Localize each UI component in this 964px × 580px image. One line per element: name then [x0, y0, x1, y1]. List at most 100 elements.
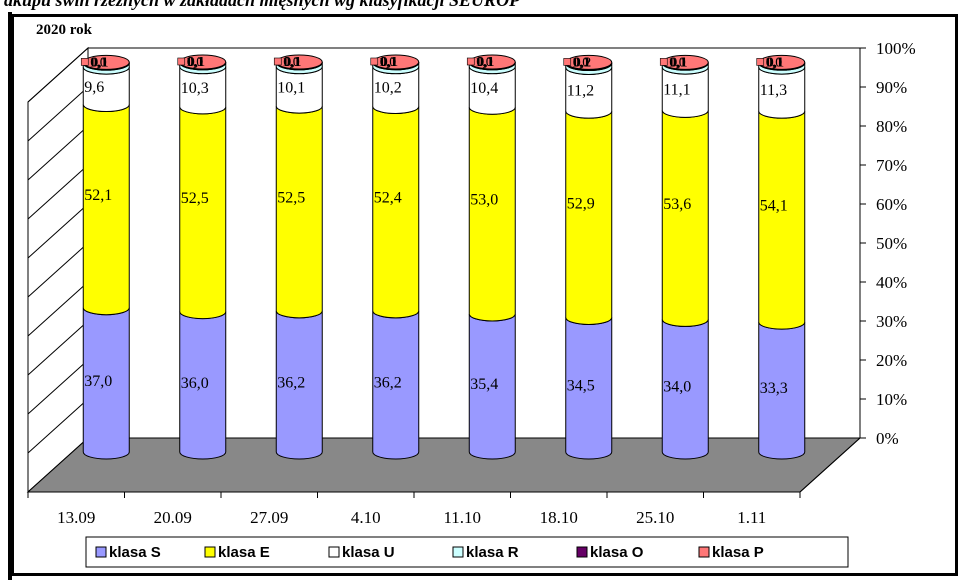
bar-segment: [661, 110, 709, 327]
legend-label: klasa P: [712, 544, 764, 561]
legend-swatch: [698, 546, 710, 558]
bar-segment: [468, 107, 516, 322]
data-label: 52,5: [181, 190, 209, 207]
wall-tick-line: [27, 164, 89, 220]
bar-top-marker: [273, 57, 282, 66]
data-label: 53,6: [663, 196, 691, 213]
bar-stack: [177, 54, 227, 460]
data-label-small: 0,1: [670, 55, 688, 70]
bar-stack: [80, 54, 130, 460]
x-tick-label: 20.09: [154, 508, 192, 527]
data-label-small: 1,0: [765, 55, 783, 70]
data-label-small: 0,1: [187, 55, 205, 70]
bar-top-marker: [466, 57, 475, 66]
legend-label: klasa S: [109, 544, 161, 561]
data-label: 9,6: [84, 79, 104, 96]
data-label-small: 0,1: [380, 55, 398, 70]
wall-tick-line: [27, 47, 89, 103]
bar-segment: [82, 104, 130, 316]
y-tick-label: 90%: [876, 78, 907, 97]
data-label-small: 0,1: [90, 55, 108, 70]
data-label-small: 1,0: [668, 55, 686, 70]
data-label-small: 0,1: [283, 55, 301, 70]
y-tick-label: 30%: [876, 312, 907, 331]
y-tick-label: 100%: [876, 39, 916, 58]
legend-label: klasa E: [218, 544, 270, 561]
data-label-small: 0,1: [381, 55, 399, 70]
data-label: 10,1: [277, 79, 305, 96]
x-tick-label: 13.09: [57, 508, 95, 527]
data-label-small: 0,1: [91, 55, 109, 70]
x-tick-label: 18.10: [540, 508, 578, 527]
data-label-small: 0,1: [477, 55, 495, 70]
wall-tick-line: [27, 203, 89, 259]
x-tick-label: 25.10: [636, 508, 674, 527]
legend-label: klasa R: [466, 544, 519, 561]
data-label-small: 1,0: [89, 55, 107, 70]
data-label: 10,4: [470, 80, 498, 97]
data-label-small: 0,1: [767, 55, 785, 70]
x-tick-label: 1.11: [737, 508, 766, 527]
data-label-small: 0,2: [574, 55, 592, 70]
bar-segment: [758, 111, 806, 330]
data-label: 37,0: [84, 373, 112, 390]
wall-tick-line: [27, 242, 89, 298]
data-label: 11,1: [663, 82, 690, 99]
data-label-small: 0,1: [188, 55, 206, 70]
data-label-small: 1,0: [282, 55, 300, 70]
bar-top-marker: [80, 58, 89, 66]
floor-edge: [799, 437, 861, 493]
data-label: 11,3: [760, 82, 787, 99]
data-label-small: 0,1: [476, 55, 494, 70]
wall-tick-line: [27, 359, 89, 415]
data-label-small: 1,0: [475, 55, 493, 70]
bar-top-marker: [756, 58, 765, 66]
bar-stack: [370, 54, 420, 460]
bar-segment: [275, 105, 323, 319]
bar-stack: [563, 54, 613, 460]
bar-segment: [372, 106, 420, 319]
data-label: 33,3: [760, 380, 788, 397]
wall-tick-line: [27, 281, 89, 337]
chart-walls: [26, 46, 862, 494]
bar-stack: [466, 54, 516, 460]
bar-top-marker: [563, 58, 572, 66]
data-label-small: 0,1: [766, 55, 784, 70]
y-tick-label: 10%: [876, 390, 907, 409]
x-axis-group: 13.09 20.09 27.09 4.10 11.10 18.10 25.10 1.11: [27, 492, 801, 527]
legend-swatch: [328, 546, 340, 558]
y-tick-label: 20%: [876, 351, 907, 370]
data-label-small: 0,1: [669, 55, 687, 70]
data-label: 10,3: [181, 80, 209, 97]
data-label-small: 0,1: [573, 55, 591, 70]
y-tick-label: 60%: [876, 195, 907, 214]
data-label-small: 1,0: [572, 55, 590, 70]
legend-swatch: [452, 546, 464, 558]
y-tick-label: 70%: [876, 156, 907, 175]
chart-title: 2020 rok: [36, 22, 93, 38]
data-label: 34,5: [567, 378, 595, 395]
legend-swatch: [204, 546, 216, 558]
data-label: 11,2: [567, 82, 594, 99]
data-label: 34,0: [663, 379, 691, 396]
bar-top-marker: [659, 58, 668, 66]
y-axis-group: 0% 10% 20% 30% 40% 50% 60% 70% 80% 90% 100%: [799, 39, 916, 493]
data-label: 10,2: [374, 80, 402, 97]
legend-swatch: [576, 546, 588, 558]
bar-stack: [273, 54, 323, 460]
bar-segment: [179, 106, 227, 320]
wall-tick-line: [27, 125, 89, 181]
bars-group: [80, 54, 806, 460]
x-tick-label: 27.09: [250, 508, 288, 527]
data-label-small: 1,0: [379, 55, 397, 70]
y-tick-label: 40%: [876, 273, 907, 292]
bar-top-marker: [370, 57, 379, 66]
data-label: 52,9: [567, 195, 595, 212]
chart-floor: [26, 437, 862, 493]
bar-stack: [659, 54, 709, 460]
legend-swatch: [95, 546, 107, 558]
data-labels-group: 37,052,19,61,00,10,136,052,510,31,00,10,…: [84, 55, 788, 397]
bar-stack: [756, 54, 806, 460]
data-label-small: 0,1: [284, 55, 302, 70]
